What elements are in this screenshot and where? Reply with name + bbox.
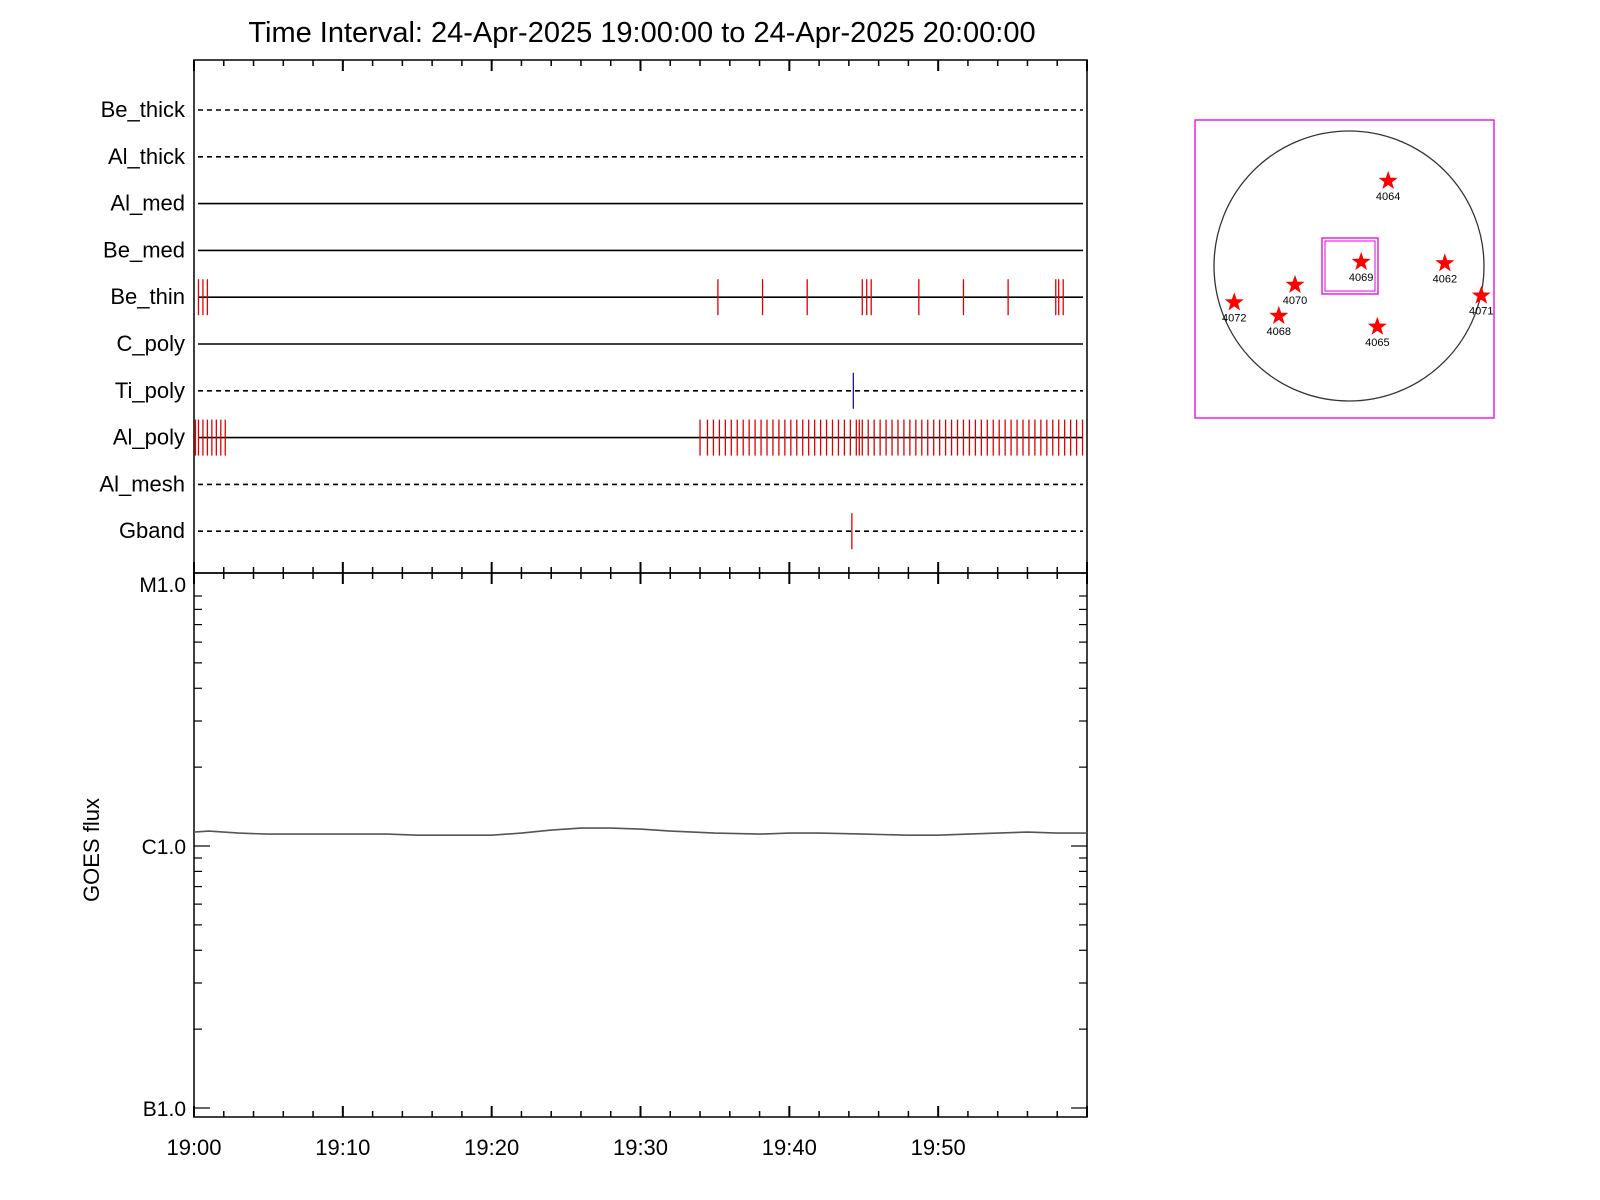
- active-region-4071: 4071: [1469, 285, 1494, 318]
- y-tick-label: B1.0: [143, 1098, 186, 1121]
- locator-frame: [1194, 119, 1495, 419]
- filter-label: Al_poly: [113, 425, 185, 450]
- active-region-label: 4072: [1222, 312, 1246, 324]
- goes-flux-panel: 19:00 19:10 19:20 19:30 19:40 19:50 B1.0 C1.0 M1…: [139, 572, 1088, 1160]
- active-region-star-icon: [1285, 274, 1305, 293]
- filter-label: Al_med: [110, 191, 185, 216]
- filter-label: Gband: [119, 518, 185, 543]
- filter-row-al-med: Al_med: [110, 191, 1083, 216]
- y-tick-label: M1.0: [139, 574, 186, 597]
- solar-disk-locator-panel: 4064 4062 4071 4069 4070 4072 4068 4065: [1194, 119, 1495, 419]
- solar-disk: [1213, 130, 1485, 402]
- active-region-label: 4062: [1433, 273, 1457, 285]
- filter-label: Be_thin: [110, 284, 185, 309]
- active-region-4072: 4072: [1222, 292, 1246, 324]
- filter-label: C_poly: [117, 331, 185, 356]
- active-region-4062: 4062: [1433, 253, 1457, 285]
- active-region-star-icon: [1351, 251, 1371, 270]
- active-region-4065: 4065: [1365, 316, 1390, 349]
- active-region-label: 4068: [1267, 326, 1291, 338]
- x-tick-label: 19:00: [166, 1135, 221, 1160]
- x-tick-label: 19:50: [911, 1135, 966, 1160]
- goes-flux-line: [193, 827, 1087, 836]
- filter-row-c-poly: C_poly: [117, 331, 1083, 356]
- filter-timeline-panel: Be_thick Al_thick Al_med Be_med Be_thin C_pol…: [99, 59, 1088, 574]
- goes-y-axis-label: GOES flux: [79, 798, 104, 902]
- x-tick-label: 19:40: [762, 1135, 817, 1160]
- y-tick-label: C1.0: [142, 836, 186, 859]
- active-region-star-icon: [1224, 292, 1244, 311]
- active-region-label: 4069: [1349, 272, 1373, 284]
- filter-row-gband: Gband: [119, 513, 1083, 550]
- active-region-label: 4070: [1283, 295, 1307, 307]
- active-region-star-icon: [1471, 285, 1491, 304]
- filter-row-be-thick: Be_thick: [101, 97, 1083, 122]
- field-of-view-box: [1321, 237, 1379, 295]
- filter-label: Be_thick: [101, 97, 186, 122]
- x-tick-label: 19:20: [464, 1135, 519, 1160]
- active-region-star-icon: [1269, 305, 1289, 324]
- filter-label: Ti_poly: [115, 378, 185, 403]
- active-region-label: 4064: [1376, 191, 1400, 203]
- filter-label: Al_mesh: [99, 471, 185, 496]
- filter-row-al-thick: Al_thick: [108, 144, 1083, 169]
- active-region-star-icon: [1378, 170, 1398, 189]
- active-region-4070: 4070: [1283, 274, 1307, 307]
- goes-frame: [193, 572, 1088, 1118]
- field-of-view-box-inner: [1324, 240, 1376, 292]
- filter-label: Al_thick: [108, 144, 186, 169]
- filter-row-be-med: Be_med: [103, 237, 1083, 262]
- x-tick-label: 19:10: [315, 1135, 370, 1160]
- active-region-4069: 4069: [1349, 251, 1373, 284]
- active-region-label: 4071: [1469, 306, 1493, 318]
- chart-title: Time Interval: 24-Apr-2025 19:00:00 to 2…: [248, 17, 1035, 49]
- timeline-frame: [193, 59, 1088, 574]
- filter-label: Be_med: [103, 237, 185, 262]
- active-region-4068: 4068: [1267, 305, 1291, 338]
- filter-row-al-mesh: Al_mesh: [99, 471, 1083, 496]
- x-tick-label: 19:30: [613, 1135, 668, 1160]
- active-region-label: 4065: [1365, 337, 1389, 349]
- filter-row-ti-poly: Ti_poly: [115, 372, 1083, 409]
- filter-row-be-thin: Be_thin: [110, 279, 1083, 316]
- filter-row-al-poly: Al_poly: [113, 419, 1084, 456]
- active-region-4064: 4064: [1376, 170, 1400, 203]
- active-region-star-icon: [1367, 316, 1387, 335]
- active-region-star-icon: [1435, 253, 1455, 272]
